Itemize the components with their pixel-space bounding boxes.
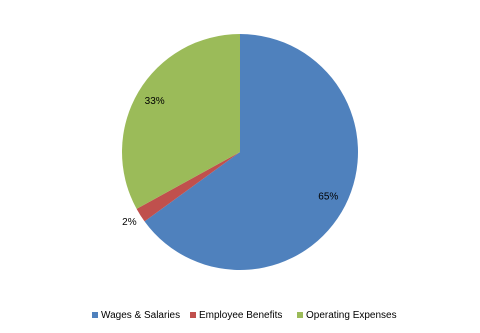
legend-label: Wages & Salaries xyxy=(101,310,180,321)
legend-swatch xyxy=(190,312,196,318)
legend-swatch xyxy=(92,312,98,318)
pie-slice xyxy=(121,34,240,209)
slice-label: 33% xyxy=(145,96,165,107)
slice-label: 2% xyxy=(122,217,137,228)
pie-slice xyxy=(144,34,358,270)
legend-label: Operating Expenses xyxy=(306,310,397,321)
pie-slice xyxy=(136,152,240,222)
legend-label: Employee Benefits xyxy=(199,310,282,321)
legend-swatch xyxy=(297,312,303,318)
slice-label: 65% xyxy=(318,192,338,203)
